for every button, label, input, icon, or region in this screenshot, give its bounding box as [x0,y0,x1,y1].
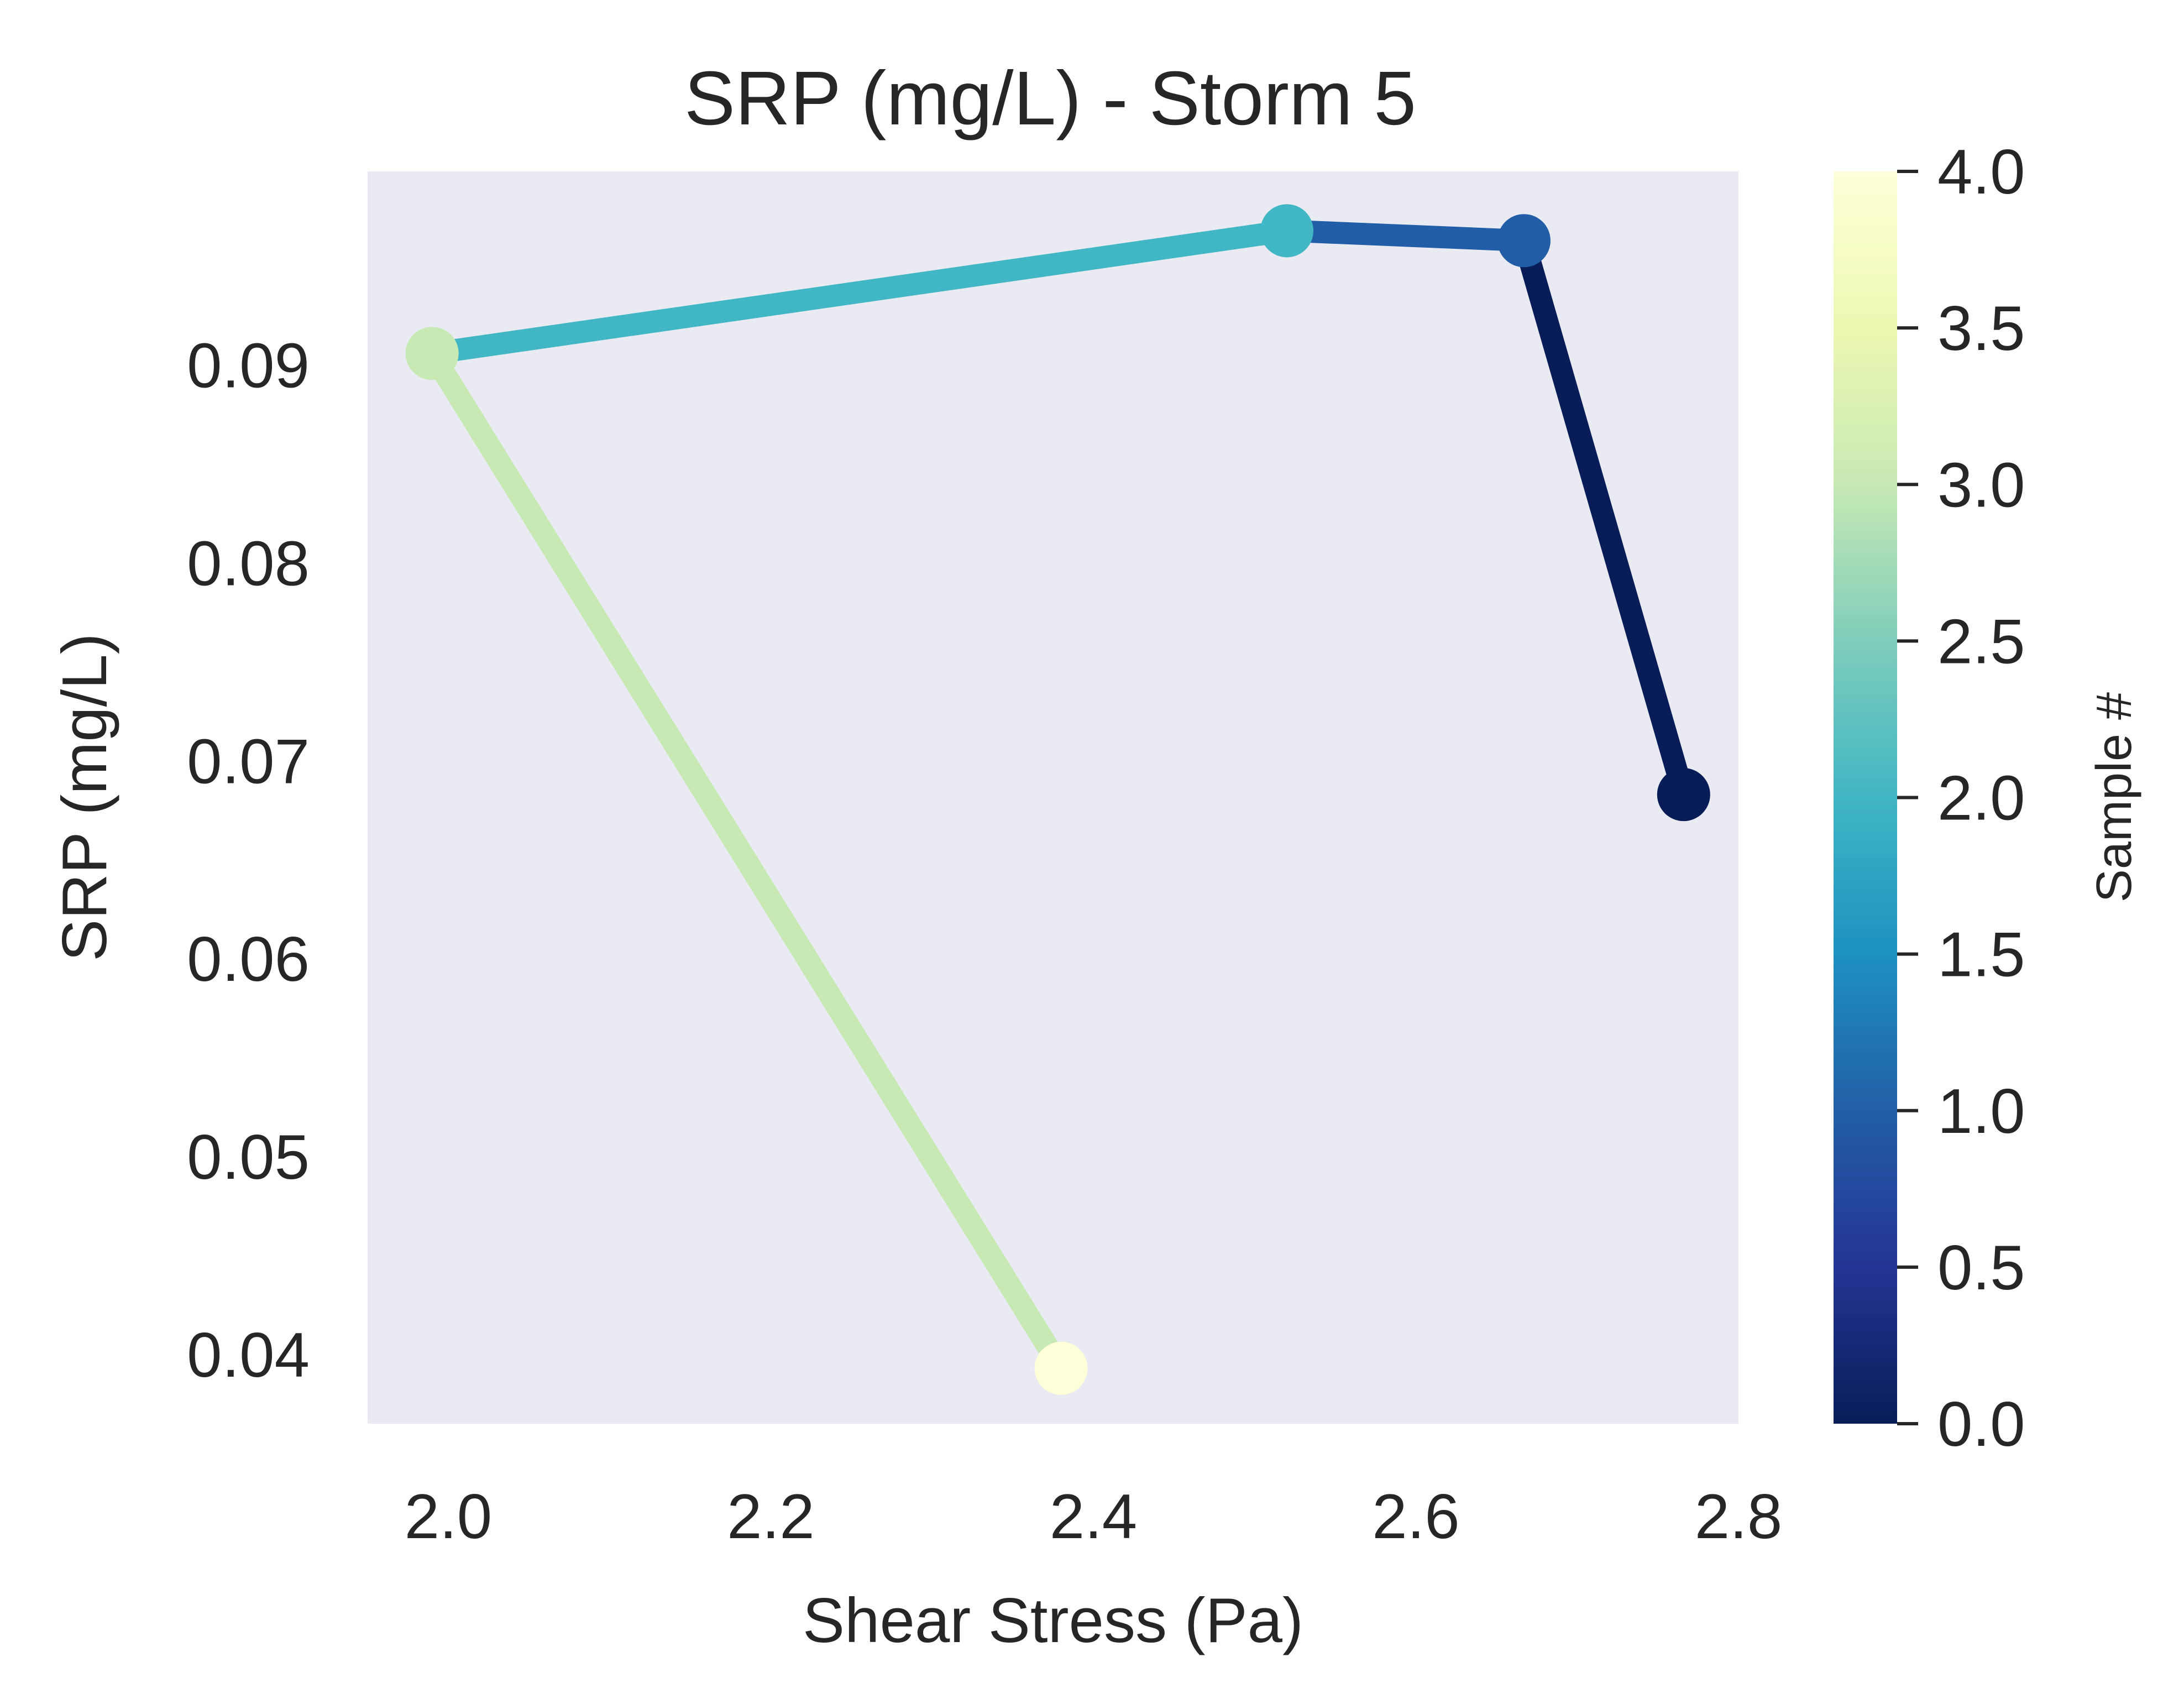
x-tick-label-1: 2.2 [727,1482,814,1552]
data-point-2 [1260,204,1314,258]
x-axis-ticks: 2.0 2.2 2.4 2.6 2.8 [405,1482,1783,1552]
colorbar-tick-label-3: 1.5 [1937,920,2025,990]
colorbar-tick-label-4: 2.0 [1937,764,2025,834]
y-tick-label-3: 0.07 [187,726,310,797]
y-tick-label-5: 0.09 [187,331,310,401]
line-segment-0 [1512,229,1695,806]
data-point-4 [1034,1341,1088,1395]
data-point-1 [1497,214,1551,268]
x-tick-label-4: 2.8 [1695,1482,1782,1552]
series-segments [421,219,1695,1379]
chart-title: SRP (mg/L) - Storm 5 [684,56,1416,141]
plot-area [368,171,1738,1424]
colorbar-tick-label-1: 0.5 [1937,1233,2025,1303]
line-segment-2 [421,219,1298,365]
y-axis-label: SRP (mg/L) [50,633,120,961]
y-tick-label-2: 0.06 [187,924,310,995]
x-tick-label-2: 2.4 [1050,1482,1137,1552]
colorbar-tick-label-2: 1.0 [1937,1076,2025,1147]
colorbar-ticks: 0.0 0.5 1.0 1.5 2.0 2.5 3.0 3.5 4.0 [1897,137,2025,1460]
colorbar-tick-label-6: 3.0 [1937,450,2025,520]
x-tick-label-3: 2.6 [1372,1482,1459,1552]
data-point-3 [405,327,459,380]
colorbar-tick-label-8: 4.0 [1937,137,2025,207]
y-axis-ticks: 0.04 0.05 0.06 0.07 0.08 0.09 [187,331,310,1391]
colorbar-tick-label-7: 3.5 [1937,294,2025,364]
line-segment-3 [421,342,1072,1379]
y-tick-label-1: 0.05 [187,1122,310,1193]
line-segment-1 [1276,219,1535,252]
series-points [405,204,1710,1395]
y-tick-label-4: 0.08 [187,529,310,599]
colorbar-tick-label-0: 0.0 [1937,1389,2025,1460]
colorbar [1834,171,1897,1424]
colorbar-label: Sample # [2087,692,2142,902]
x-tick-label-0: 2.0 [405,1482,492,1552]
data-point-0 [1657,768,1710,822]
x-axis-label: Shear Stress (Pa) [803,1586,1303,1656]
colorbar-tick-label-5: 2.5 [1937,607,2025,677]
y-tick-label-0: 0.04 [187,1320,310,1391]
